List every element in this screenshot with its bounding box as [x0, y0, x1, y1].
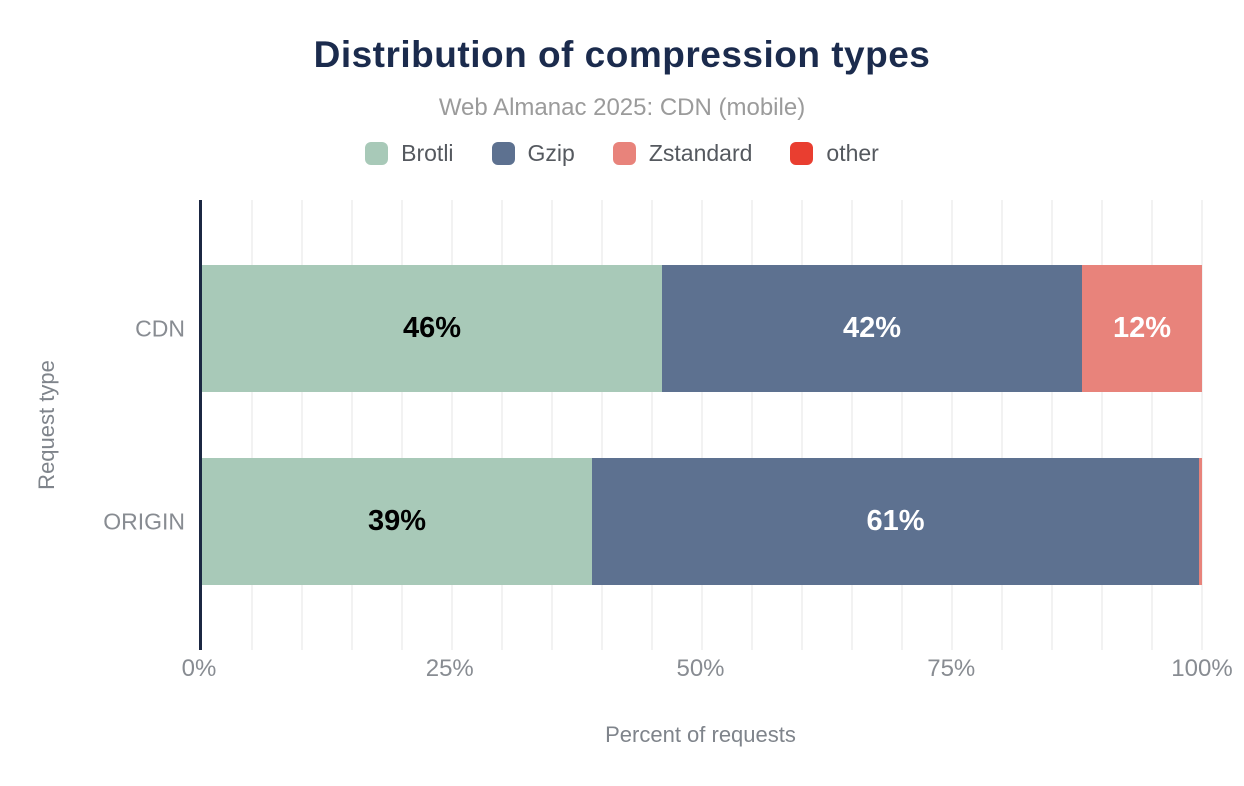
- legend-label: Zstandard: [648, 140, 753, 166]
- legend-swatch-icon: [365, 142, 389, 165]
- gridline: [501, 200, 503, 650]
- y-axis-category-labels: CDN ORIGIN: [0, 200, 185, 650]
- gridline: [851, 200, 853, 650]
- x-tick-label-0: 0%: [181, 655, 217, 682]
- bar-segment-origin-gzip[interactable]: 61%: [592, 458, 1199, 585]
- legend-item-zstandard[interactable]: Zstandard: [612, 140, 753, 167]
- legend-item-gzip[interactable]: Gzip: [491, 140, 575, 167]
- x-tick-label-75: 75%: [927, 655, 976, 682]
- legend-label: Brotli: [401, 140, 454, 166]
- legend-label: other: [826, 140, 879, 166]
- gridline: [401, 200, 403, 650]
- gridline: [451, 200, 453, 650]
- gridline: [651, 200, 653, 650]
- gridline: [1051, 200, 1053, 650]
- gridline: [1101, 200, 1103, 650]
- legend: Brotli Gzip Zstandard other: [0, 140, 1244, 167]
- gridline: [701, 200, 703, 650]
- bar-value-label: 46%: [402, 312, 462, 344]
- plot-area: 46% 42% 12% 39% 61%: [199, 200, 1203, 650]
- bar-segment-cdn-gzip[interactable]: 42%: [662, 265, 1082, 392]
- bar-segment-origin-brotli[interactable]: 39%: [202, 458, 592, 585]
- bar-segment-cdn-brotli[interactable]: 46%: [202, 265, 662, 392]
- gridline: [1151, 200, 1153, 650]
- gridline: [351, 200, 353, 650]
- legend-swatch-icon: [612, 142, 636, 165]
- gridline: [551, 200, 553, 650]
- bar-value-label: 61%: [866, 505, 925, 537]
- legend-item-other[interactable]: other: [790, 140, 879, 167]
- gridline: [1001, 200, 1003, 650]
- legend-item-brotli[interactable]: Brotli: [365, 140, 454, 167]
- bar-row-cdn: 46% 42% 12%: [202, 265, 1202, 392]
- chart-subtitle: Web Almanac 2025: CDN (mobile): [438, 94, 806, 121]
- gridline: [601, 200, 603, 650]
- x-tick-label-100: 100%: [1171, 655, 1233, 682]
- gridline: [251, 200, 253, 650]
- x-tick-label-50: 50%: [676, 655, 725, 682]
- category-label-origin: ORIGIN: [103, 508, 185, 534]
- gridline: [951, 200, 953, 650]
- gridline: [301, 200, 303, 650]
- chart-title: Distribution of compression types: [313, 34, 931, 75]
- legend-swatch-icon: [790, 142, 814, 165]
- gridline: [751, 200, 753, 650]
- bar-value-label: 39%: [367, 505, 427, 537]
- bar-row-origin: 39% 61%: [202, 458, 1202, 585]
- y-axis-title: Request type: [34, 360, 59, 490]
- x-axis-title: Percent of requests: [605, 722, 796, 747]
- gridline: [801, 200, 803, 650]
- x-axis-tick-labels: 0% 25% 50% 75% 100%: [182, 655, 1233, 685]
- bar-value-label: 12%: [1112, 312, 1172, 344]
- x-tick-label-25: 25%: [425, 655, 474, 682]
- bar-segment-cdn-zstandard[interactable]: 12%: [1082, 265, 1202, 392]
- bar-segment-origin-zstandard[interactable]: [1199, 458, 1202, 585]
- category-label-cdn: CDN: [135, 315, 185, 341]
- legend-label: Gzip: [527, 140, 575, 166]
- gridline: [1201, 200, 1203, 650]
- bar-value-label: 42%: [842, 312, 902, 344]
- legend-swatch-icon: [491, 142, 515, 165]
- gridline: [901, 200, 903, 650]
